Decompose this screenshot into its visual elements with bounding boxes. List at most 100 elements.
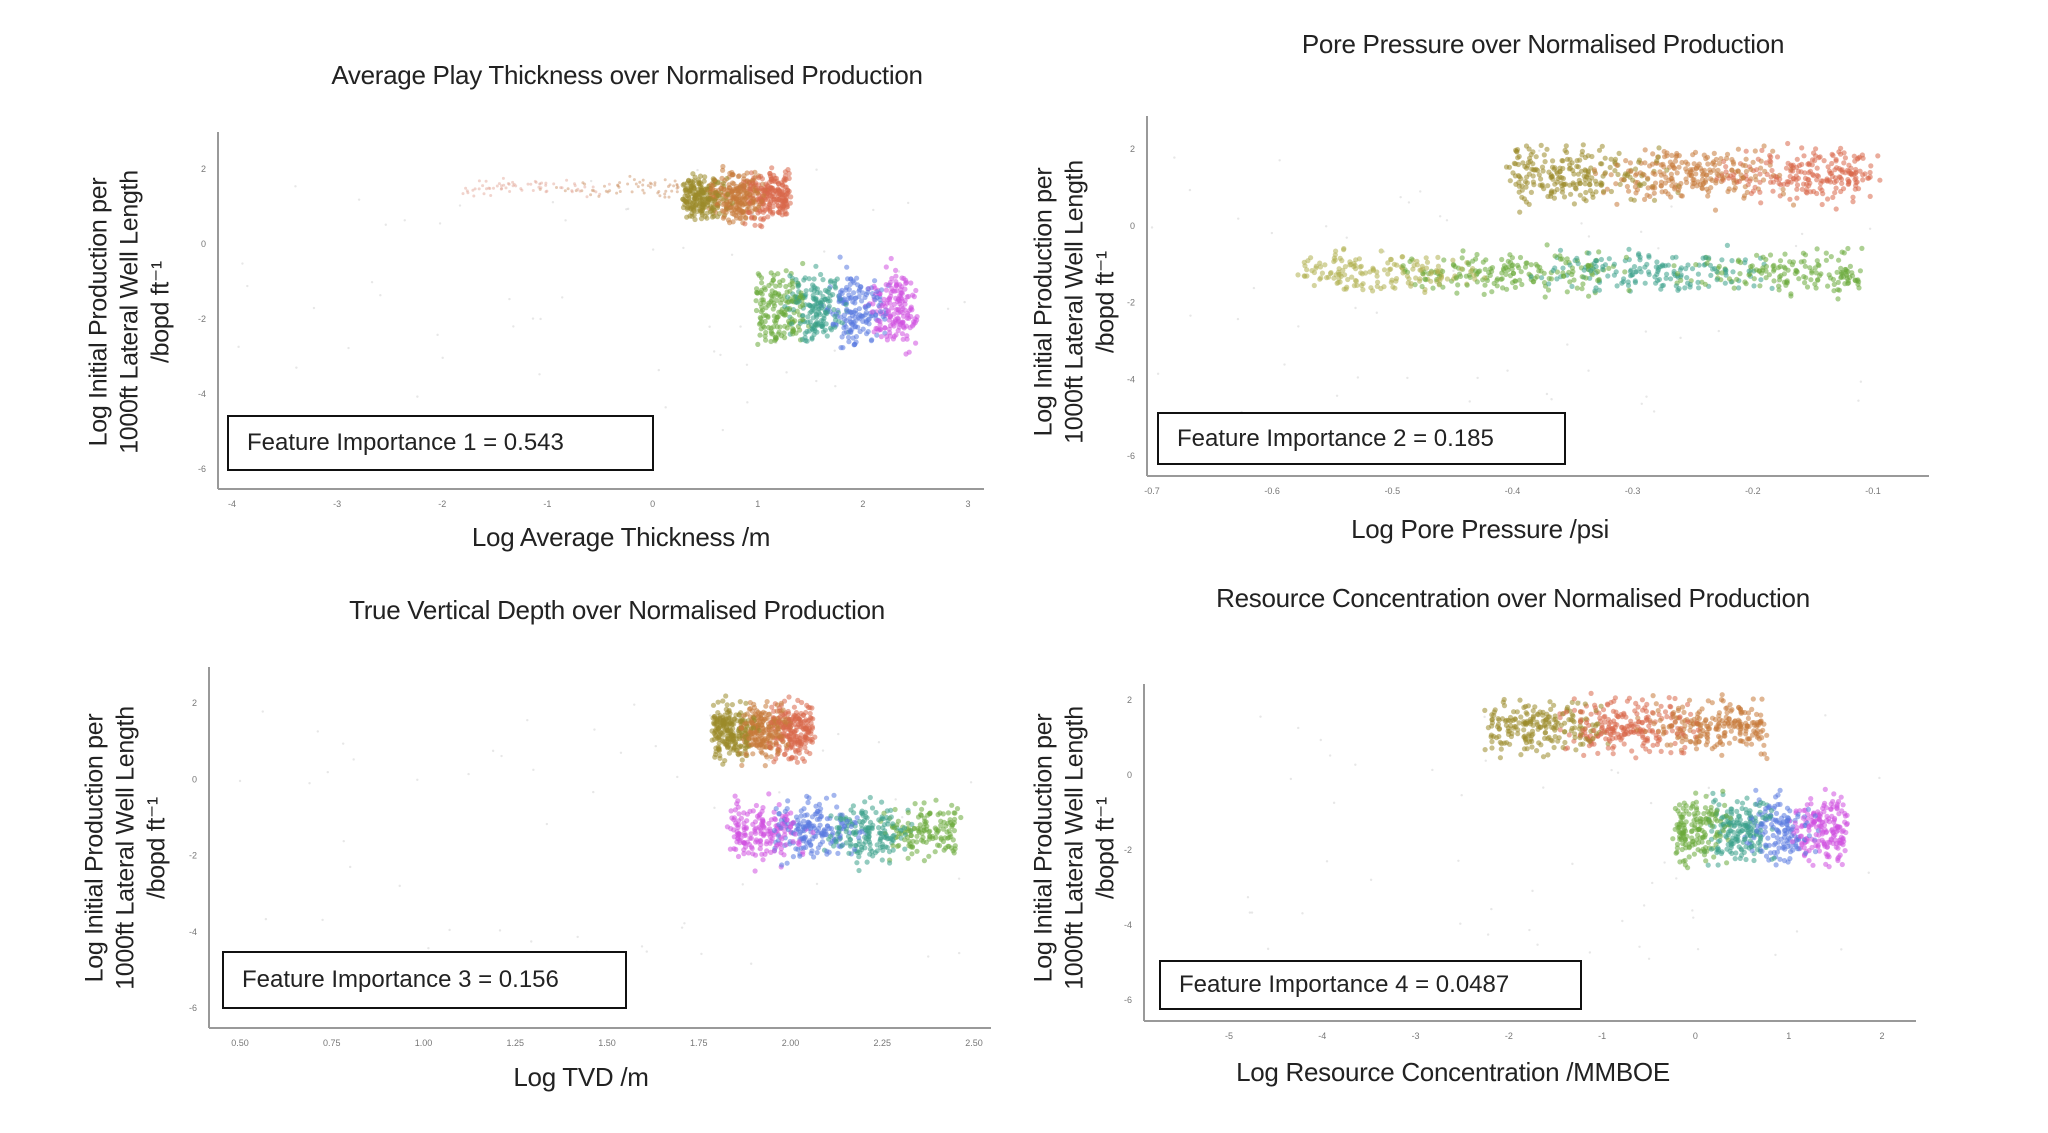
data-point bbox=[1482, 747, 1488, 753]
data-point bbox=[741, 883, 744, 886]
data-point bbox=[1554, 179, 1560, 185]
data-point bbox=[696, 168, 699, 172]
data-point bbox=[680, 926, 684, 929]
data-point bbox=[427, 946, 430, 950]
data-point bbox=[1400, 263, 1406, 269]
data-point bbox=[719, 353, 722, 357]
data-point bbox=[760, 818, 766, 824]
data-point bbox=[769, 165, 775, 171]
data-point bbox=[1343, 286, 1349, 292]
data-point bbox=[1599, 143, 1605, 149]
data-point bbox=[539, 317, 542, 321]
data-point bbox=[1596, 287, 1602, 293]
data-point bbox=[776, 811, 782, 817]
data-point bbox=[720, 180, 727, 186]
data-point bbox=[1662, 154, 1668, 160]
data-point bbox=[894, 798, 897, 801]
data-point bbox=[1498, 746, 1504, 752]
data-point bbox=[1528, 262, 1534, 268]
data-point bbox=[1503, 164, 1510, 170]
data-point bbox=[699, 212, 705, 218]
data-point bbox=[898, 290, 904, 296]
data-point bbox=[762, 851, 768, 857]
data-point bbox=[608, 189, 612, 193]
data-point bbox=[347, 346, 350, 350]
data-point bbox=[718, 730, 724, 736]
data-point bbox=[1550, 158, 1556, 164]
data-point bbox=[683, 186, 689, 192]
data-point bbox=[1626, 246, 1632, 252]
data-point bbox=[1507, 273, 1514, 279]
data-point bbox=[1708, 272, 1714, 278]
data-point bbox=[1538, 149, 1541, 152]
data-point bbox=[834, 804, 840, 810]
data-point bbox=[1868, 227, 1872, 230]
data-point bbox=[767, 758, 771, 762]
data-points bbox=[1246, 690, 1881, 960]
data-point bbox=[787, 282, 793, 288]
data-point bbox=[1515, 173, 1522, 179]
data-point bbox=[520, 188, 524, 192]
data-point bbox=[500, 754, 503, 758]
data-point bbox=[1455, 282, 1461, 288]
data-point bbox=[1639, 230, 1643, 234]
data-point bbox=[904, 333, 910, 339]
data-point bbox=[1758, 200, 1764, 206]
data-point bbox=[774, 324, 780, 330]
data-point bbox=[692, 216, 698, 223]
data-point bbox=[658, 194, 662, 198]
data-point bbox=[774, 196, 780, 202]
x-tick-label: 0 bbox=[650, 499, 655, 509]
data-point bbox=[855, 315, 861, 321]
data-point bbox=[782, 323, 788, 329]
data-point bbox=[1669, 152, 1675, 158]
data-point bbox=[1569, 712, 1575, 718]
data-point bbox=[675, 190, 679, 194]
data-point bbox=[739, 762, 745, 769]
data-point bbox=[715, 179, 721, 185]
data-point bbox=[1301, 912, 1304, 915]
x-tick-label: -0.4 bbox=[1505, 486, 1521, 496]
data-point bbox=[583, 185, 587, 189]
data-point bbox=[779, 212, 786, 218]
data-point bbox=[1716, 263, 1722, 269]
data-point bbox=[1435, 254, 1441, 260]
data-point bbox=[1499, 256, 1505, 263]
data-point bbox=[1266, 947, 1270, 951]
data-point bbox=[1708, 185, 1714, 191]
data-point bbox=[1551, 744, 1557, 751]
data-point bbox=[641, 188, 645, 192]
data-point bbox=[957, 951, 961, 955]
data-point bbox=[762, 287, 768, 293]
data-point bbox=[754, 286, 760, 292]
data-point bbox=[477, 179, 481, 183]
data-point bbox=[1842, 266, 1848, 273]
data-point bbox=[1781, 181, 1787, 187]
data-point bbox=[1782, 251, 1788, 257]
data-point bbox=[1418, 267, 1424, 273]
data-point bbox=[1696, 947, 1700, 951]
data-point bbox=[618, 181, 622, 185]
data-point bbox=[757, 719, 763, 725]
x-tick-label: 2.00 bbox=[782, 1038, 800, 1048]
data-point bbox=[957, 877, 961, 880]
data-point bbox=[800, 302, 806, 308]
data-point bbox=[1627, 268, 1633, 274]
data-point bbox=[1806, 160, 1812, 166]
data-point bbox=[1671, 263, 1677, 269]
data-point bbox=[1538, 142, 1544, 148]
data-point bbox=[1424, 259, 1431, 265]
data-point bbox=[566, 187, 570, 191]
data-point bbox=[1546, 169, 1552, 175]
data-point bbox=[1489, 265, 1496, 271]
data-point bbox=[1742, 163, 1748, 169]
data-point bbox=[675, 183, 679, 186]
data-point bbox=[1663, 275, 1669, 281]
data-point bbox=[787, 200, 793, 206]
data-point bbox=[747, 729, 753, 736]
data-point bbox=[641, 183, 645, 187]
data-point bbox=[581, 181, 585, 185]
data-point bbox=[846, 850, 852, 856]
data-point bbox=[1834, 269, 1840, 275]
data-point bbox=[945, 810, 952, 816]
